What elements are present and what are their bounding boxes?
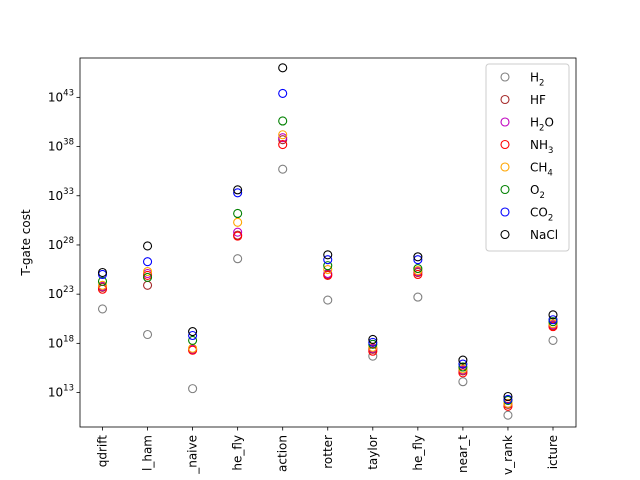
data-point-nacl [503,391,513,402]
x-tick-label: qdrift [96,435,110,468]
data-point-nacl [548,310,558,320]
data-point-co2 [413,255,423,265]
data-point-co2 [143,257,153,267]
data-point-ch4 [97,280,108,290]
data-point-nacl [188,327,198,337]
data-point-h2 [548,335,558,345]
legend-label: O2 [530,183,545,201]
data-point-h2 [413,292,423,302]
y-tick-label: 1013 [48,384,74,400]
data-point-h2o [233,227,243,237]
data-point-nh3 [368,346,378,356]
y-tick-label: 1023 [48,285,74,301]
data-point-nh3 [233,231,243,241]
legend-marker [500,94,510,105]
data-point-ch4 [143,266,153,277]
data-point-o2 [233,208,243,219]
legend-box [485,63,570,252]
data-point-o2 [278,116,288,126]
data-point-co2 [278,88,288,98]
legend-label: H2O [530,116,554,134]
x-tick-label: near_t [456,435,470,473]
legend-label: H2 [530,71,544,89]
data-point-h2o [278,133,288,143]
y-tick-label: 1033 [48,187,74,203]
data-point-nacl [413,252,423,262]
data-point-co2 [458,359,468,369]
x-tick-label: v_rank [501,435,515,475]
y-tick-label: 1038 [48,138,74,154]
y-tick-label: 1018 [48,334,74,350]
data-point-o2 [188,335,198,345]
y-tick-label: 1043 [48,88,74,104]
data-point-nacl [97,267,108,278]
y-tick-label: 1028 [48,236,74,252]
y-axis-label: T-gate cost [19,209,33,277]
data-point-h2 [97,304,108,314]
data-point-o2 [323,261,333,271]
x-tick-label: l_ham [141,435,155,471]
x-axis: qdrift l_ham _naive he_fly action rotter taylo… [96,427,560,475]
data-point-h2 [503,410,513,420]
data-point-nacl [368,334,378,344]
data-point-nh3 [323,270,333,281]
data-point-ch4 [233,217,243,227]
data-point-nacl [458,355,468,365]
data-point-nh3 [503,401,513,411]
data-point-h2 [278,164,288,174]
legend-label: NaCl [530,228,558,242]
data-point-co2 [368,337,378,347]
x-tick-label: he_fly [411,435,425,471]
legend: H2 HF H2O NH3 CH4 O2 CO2 NaCl [485,63,570,252]
data-point-co2 [503,394,513,404]
x-tick-label: rotter [321,435,335,469]
data-point-ch4 [323,265,333,275]
data-point-nh3 [278,140,288,150]
data-point-o2 [413,264,423,274]
points-layer [97,63,558,420]
data-point-co2 [188,330,198,341]
data-point-nacl [278,63,288,73]
data-point-nacl [233,185,243,195]
x-tick-label: icture [546,435,560,469]
x-tick-label: he_fly [231,435,245,471]
data-point-h2 [323,295,333,305]
x-tick-label: _naive [186,435,200,475]
data-point-o2 [458,362,468,372]
y-axis: 1013 1018 1023 1028 1033 1038 1043 [48,88,80,400]
data-point-ch4 [503,398,513,408]
data-point-nh3 [413,269,423,280]
data-point-o2 [143,272,153,282]
data-point-h2 [188,384,198,394]
data-point-ch4 [278,130,288,140]
data-point-o2 [97,276,108,286]
data-point-co2 [323,255,333,265]
data-point-co2 [548,315,558,325]
x-tick-label: taylor [366,435,380,470]
legend-label: CO2 [530,206,553,224]
x-tick-label: action [276,435,290,472]
data-point-h2 [458,377,468,387]
data-point-nh3 [548,322,558,332]
legend-marker [500,229,510,240]
data-point-h2 [143,329,153,340]
data-point-nacl [143,241,153,251]
legend-marker [500,72,510,82]
data-point-h2 [233,254,243,264]
legend-marker [500,139,510,150]
legend-label: CH4 [530,161,553,179]
legend-marker [500,207,510,217]
legend-marker [500,117,510,127]
legend-marker [500,184,510,195]
data-point-nh3 [458,368,468,378]
data-point-co2 [233,188,243,198]
legend-marker [500,162,510,172]
legend-label: NH3 [530,138,553,156]
data-point-nacl [323,250,333,260]
legend-label: HF [530,93,546,107]
